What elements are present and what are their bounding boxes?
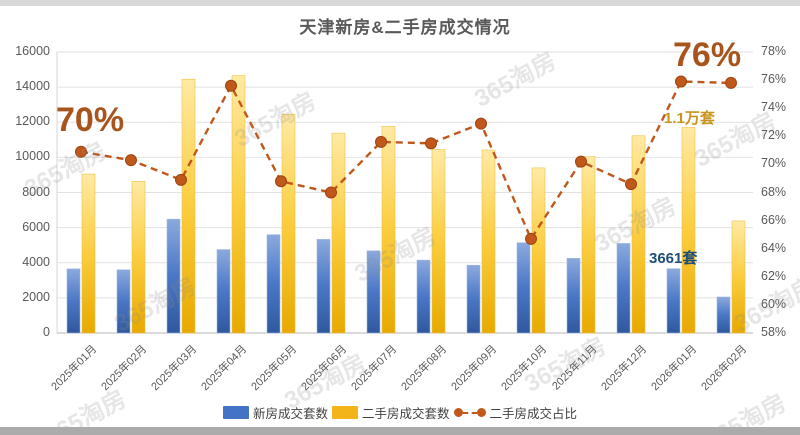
- pct-marker: [575, 155, 587, 168]
- bar-second-hand: [581, 156, 596, 334]
- bar-new-home: [216, 249, 231, 334]
- bar-new-home: [66, 268, 81, 334]
- top-border-strip: [0, 0, 800, 6]
- legend-label: 二手房成交占比: [489, 407, 578, 421]
- pct-marker: [275, 175, 287, 188]
- legend-item: 新房成交套数: [222, 403, 328, 422]
- right-axis-tick: 60%: [761, 296, 787, 311]
- pct-marker: [225, 79, 237, 92]
- marker-dot-icon: [453, 408, 463, 417]
- bar-new-home: [466, 264, 481, 334]
- bar-new-home: [416, 259, 431, 334]
- pct-marker: [625, 178, 637, 191]
- dash-icon: [462, 411, 477, 414]
- legend-swatch-icon: [222, 406, 249, 419]
- left-axis-tick: 0: [43, 325, 50, 339]
- annotation-second-hand-count: 1.1万套: [664, 110, 715, 127]
- annotation-start-percent: 70%: [56, 101, 125, 139]
- bar-second-hand: [181, 78, 196, 334]
- right-axis-tick: 78%: [761, 44, 787, 58]
- legend-label: 二手房成交套数: [361, 407, 450, 421]
- right-axis-tick: 68%: [761, 184, 787, 199]
- right-axis-tick: 62%: [761, 268, 787, 283]
- bar-second-hand: [531, 167, 546, 334]
- pct-marker: [425, 137, 437, 150]
- bar-second-hand: [481, 149, 496, 334]
- bar-second-hand: [431, 149, 446, 334]
- chart-title: 天津新房&二手房成交情况: [299, 18, 511, 37]
- left-axis-tick: 16000: [15, 44, 50, 58]
- bar-second-hand: [231, 75, 246, 334]
- pct-line: [80, 80, 732, 242]
- bar-second-hand: [81, 173, 96, 334]
- legend-item: 二手房成交套数: [331, 403, 450, 422]
- bar-second-hand: [381, 126, 396, 334]
- pct-marker: [475, 117, 487, 130]
- bar-new-home: [316, 239, 331, 334]
- pct-marker: [675, 75, 687, 88]
- left-axis-tick: 6000: [22, 219, 50, 234]
- annotation-new-home-count: 3661套: [649, 250, 698, 267]
- pct-marker: [325, 186, 337, 199]
- pct-marker: [525, 232, 537, 245]
- left-axis-tick: 14000: [15, 79, 50, 94]
- left-axis-tick: 8000: [22, 184, 50, 199]
- bar-new-home: [566, 258, 581, 334]
- right-axis-tick: 64%: [761, 240, 787, 255]
- legend-item: 二手房成交占比: [453, 403, 578, 422]
- bar-second-hand: [631, 135, 646, 334]
- pct-marker: [125, 154, 137, 167]
- bar-new-home: [116, 269, 131, 334]
- right-axis-tick: 72%: [761, 128, 787, 143]
- annotation-end-percent: 76%: [673, 36, 742, 74]
- bottom-border-strip: [0, 427, 800, 435]
- right-axis-tick: 70%: [761, 156, 787, 171]
- legend-dashed-line-icon: [453, 408, 486, 417]
- legend-swatch-icon: [331, 406, 358, 419]
- right-axis-tick: 66%: [761, 212, 787, 227]
- bar-new-home: [366, 250, 381, 334]
- bar-new-home: [516, 242, 531, 334]
- right-axis-tick: 74%: [761, 100, 787, 115]
- pct-marker: [725, 76, 737, 89]
- pct-marker: [75, 145, 87, 158]
- bar-second-hand: [281, 114, 296, 334]
- right-axis-tick: 58%: [761, 325, 787, 339]
- bar-new-home: [666, 268, 681, 334]
- bar-second-hand: [131, 180, 146, 334]
- bar-new-home: [166, 218, 181, 334]
- bar-new-home: [266, 234, 281, 334]
- pct-marker: [175, 173, 187, 186]
- left-axis-tick: 10000: [15, 149, 50, 164]
- bar-second-hand: [731, 220, 746, 334]
- bar-new-home: [616, 243, 631, 334]
- left-axis-tick: 12000: [15, 114, 50, 129]
- right-axis-tick: 76%: [761, 72, 787, 87]
- marker-dot-icon: [476, 408, 486, 417]
- legend-label: 新房成交套数: [252, 407, 328, 421]
- left-axis-tick: 2000: [22, 289, 50, 304]
- bar-second-hand: [681, 127, 696, 334]
- bar-second-hand: [331, 132, 346, 334]
- left-axis-tick: 4000: [22, 254, 50, 269]
- pct-marker: [375, 135, 387, 148]
- chart-legend: 新房成交套数 二手房成交套数 二手房成交占比: [0, 403, 800, 422]
- bar-new-home: [716, 296, 731, 334]
